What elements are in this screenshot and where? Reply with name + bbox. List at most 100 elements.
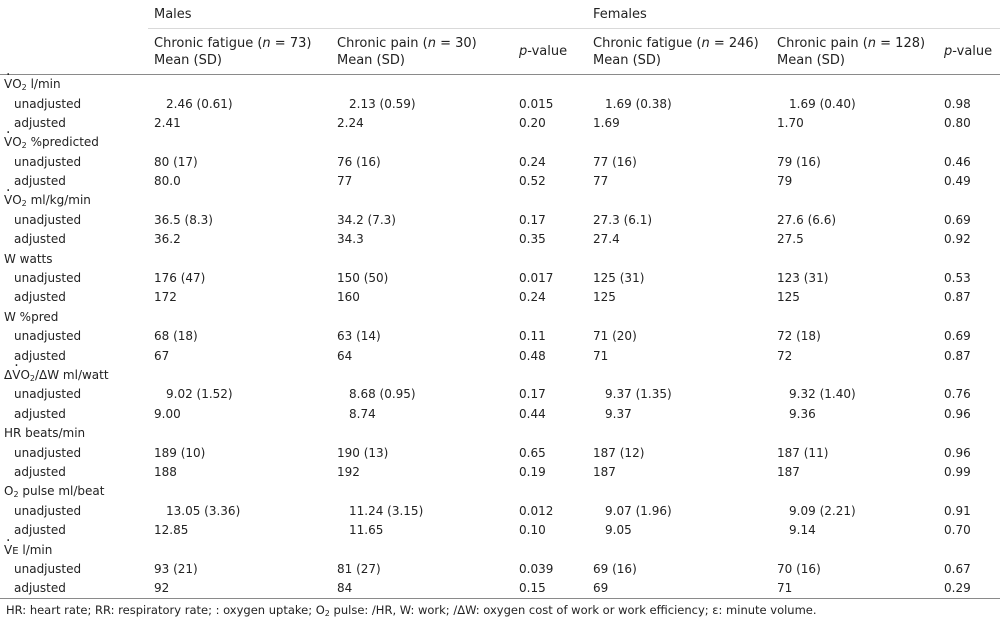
cell: 9.09 (2.21) — [789, 503, 856, 518]
cell: 0.48 — [519, 348, 546, 363]
cell: 0.10 — [519, 523, 546, 538]
cell: 72 — [777, 348, 793, 363]
cell: 0.67 — [944, 561, 971, 576]
cell: 1.69 (0.40) — [789, 96, 856, 111]
table-row: unadjusted 9.02 (1.52) 8.68 (0.95) 0.17 9.37… — [0, 385, 1000, 404]
table-row: adjusted 80.0 77 0.52 77 79 0.49 — [0, 171, 1000, 190]
cell: 0.012 — [519, 503, 554, 518]
cell: 71 (20) — [593, 329, 637, 344]
cell: 0.24 — [519, 154, 546, 169]
cell: 0.70 — [944, 523, 971, 538]
cell: 79 — [777, 174, 793, 189]
cell: 0.15 — [513, 578, 588, 599]
cell: 13.05 (3.36) — [166, 503, 241, 518]
col-header-chronic-fatigue-male: Chronic fatigue (n = 73) Mean (SD) — [148, 28, 331, 75]
cell: 9.00 — [154, 406, 181, 421]
cell: 11.24 (3.15) — [349, 503, 424, 518]
cell: 187 — [593, 465, 616, 479]
category-delta-vo2: ΔVO2/ΔW ml/watt — [0, 359, 1000, 384]
cell: 187 — [777, 465, 800, 479]
cell: 0.017 — [519, 271, 554, 286]
cell: 0.039 — [519, 561, 554, 576]
col-header-chronic-pain-female: Chronic pain (n = 128) Mean (SD) — [771, 28, 939, 75]
table-row: adjusted 92 84 0.15 69 71 0.29 — [0, 578, 1000, 599]
cell: 0.015 — [519, 96, 554, 111]
row-label: unadjusted — [14, 154, 82, 169]
group-header-females: Females — [587, 0, 1000, 29]
cell: 176 (47) — [154, 271, 206, 286]
cell: 36.5 (8.3) — [154, 212, 213, 227]
cell: 189 (10) — [154, 445, 206, 460]
cell: 36.2 — [154, 232, 181, 247]
cell: 69 — [587, 578, 772, 599]
cell: 0.76 — [944, 387, 971, 402]
table-row: unadjusted 93 (21) 81 (27) 0.039 69 (16) 70 (… — [0, 559, 1000, 578]
cell: 67 — [154, 348, 170, 363]
cell: 0.87 — [944, 348, 971, 363]
cell: 9.37 — [605, 406, 632, 421]
cell: 0.69 — [944, 212, 971, 227]
cell: 0.19 — [519, 465, 546, 479]
cell: 71 — [593, 348, 609, 363]
cell: 93 (21) — [154, 561, 198, 576]
row-label: unadjusted — [14, 387, 82, 402]
table-row: adjusted 172 160 0.24 125 125 0.87 — [0, 288, 1000, 307]
category-vo2-lmin: VO2 l/min — [0, 68, 1000, 94]
cell: 187 (11) — [777, 445, 829, 460]
cell: 0.91 — [944, 503, 971, 518]
cell: 34.2 (7.3) — [337, 212, 396, 227]
cell: 80 (17) — [154, 154, 198, 169]
cell: 160 — [337, 290, 360, 305]
cell: 70 (16) — [777, 561, 821, 576]
cell: 71 — [771, 578, 939, 599]
header-measure — [0, 28, 148, 75]
table-row: unadjusted 2.46 (0.61) 2.13 (0.59) 0.015 1.6… — [0, 94, 1000, 113]
results-table: Males Females Chronic fatigue (n = 73) Me… — [0, 0, 1000, 599]
row-label: adjusted — [14, 406, 66, 421]
cell: 76 (16) — [337, 154, 381, 169]
cell: 187 (12) — [593, 445, 645, 460]
cell: 0.49 — [944, 174, 971, 189]
cell: 27.3 (6.1) — [593, 212, 653, 227]
cell: 0.11 — [519, 329, 546, 344]
category-vo2-mlkgmin: VO2 ml/kg/min — [0, 184, 1000, 210]
cell: 150 (50) — [337, 271, 389, 286]
cell: 0.65 — [519, 445, 546, 460]
table-footnote: HR: heart rate; RR: respiratory rate; : … — [6, 602, 817, 618]
cell: 1.70 — [777, 115, 804, 130]
cell: 0.20 — [519, 115, 546, 130]
cell: 1.69 — [593, 115, 620, 130]
row-label: adjusted — [0, 578, 148, 599]
cell: 12.85 — [154, 523, 189, 538]
cell: 0.46 — [944, 154, 971, 169]
cell: 72 (18) — [777, 329, 821, 344]
category-w-watts: W watts — [4, 251, 53, 266]
cell: 2.41 — [154, 115, 181, 130]
cell: 1.69 (0.38) — [605, 96, 672, 111]
cell: 11.65 — [349, 523, 384, 538]
table-row: adjusted 36.2 34.3 0.35 27.4 27.5 0.92 — [0, 230, 1000, 249]
cell: 9.05 — [605, 523, 632, 538]
table-row: adjusted 188 192 0.19 187 187 0.99 — [0, 462, 1000, 481]
cell: 81 (27) — [337, 561, 381, 576]
cell: 188 — [154, 465, 177, 479]
cell: 68 (18) — [154, 329, 198, 344]
cell: 0.92 — [944, 232, 971, 247]
cell: 125 — [593, 290, 616, 305]
row-label: unadjusted — [14, 212, 82, 227]
row-label: unadjusted — [14, 271, 82, 286]
cell: 63 (14) — [337, 329, 381, 344]
col-header-p-value-female: p-value — [938, 28, 1000, 75]
cell: 64 — [337, 348, 353, 363]
cell: 125 — [777, 290, 800, 305]
cell: 9.37 (1.35) — [605, 387, 672, 402]
category-hr: HR beats/min — [4, 426, 86, 441]
cell: 0.98 — [944, 96, 971, 111]
table-row: adjusted 67 64 0.48 71 72 0.87 — [0, 346, 1000, 365]
table-row: adjusted 2.41 2.24 0.20 1.69 1.70 0.80 — [0, 113, 1000, 132]
table-row: unadjusted 80 (17) 76 (16) 0.24 77 (16) 79 (1… — [0, 152, 1000, 171]
table-row: unadjusted 176 (47) 150 (50) 0.017 125 (31) 1… — [0, 268, 1000, 287]
cell: 0.29 — [938, 578, 1000, 599]
row-label: adjusted — [14, 232, 66, 247]
